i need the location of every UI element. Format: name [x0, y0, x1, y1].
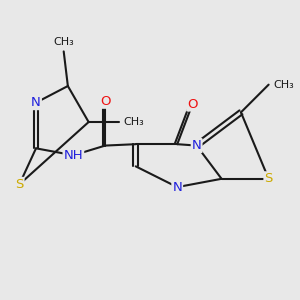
Text: S: S	[15, 178, 24, 191]
Text: CH₃: CH₃	[273, 80, 294, 90]
Text: O: O	[100, 95, 110, 108]
Text: S: S	[264, 172, 273, 185]
Text: CH₃: CH₃	[53, 37, 74, 47]
Text: O: O	[187, 98, 198, 110]
Text: NH: NH	[64, 149, 83, 162]
Text: N: N	[192, 139, 202, 152]
Text: CH₃: CH₃	[124, 117, 144, 127]
Text: N: N	[172, 181, 182, 194]
Text: N: N	[31, 96, 41, 109]
